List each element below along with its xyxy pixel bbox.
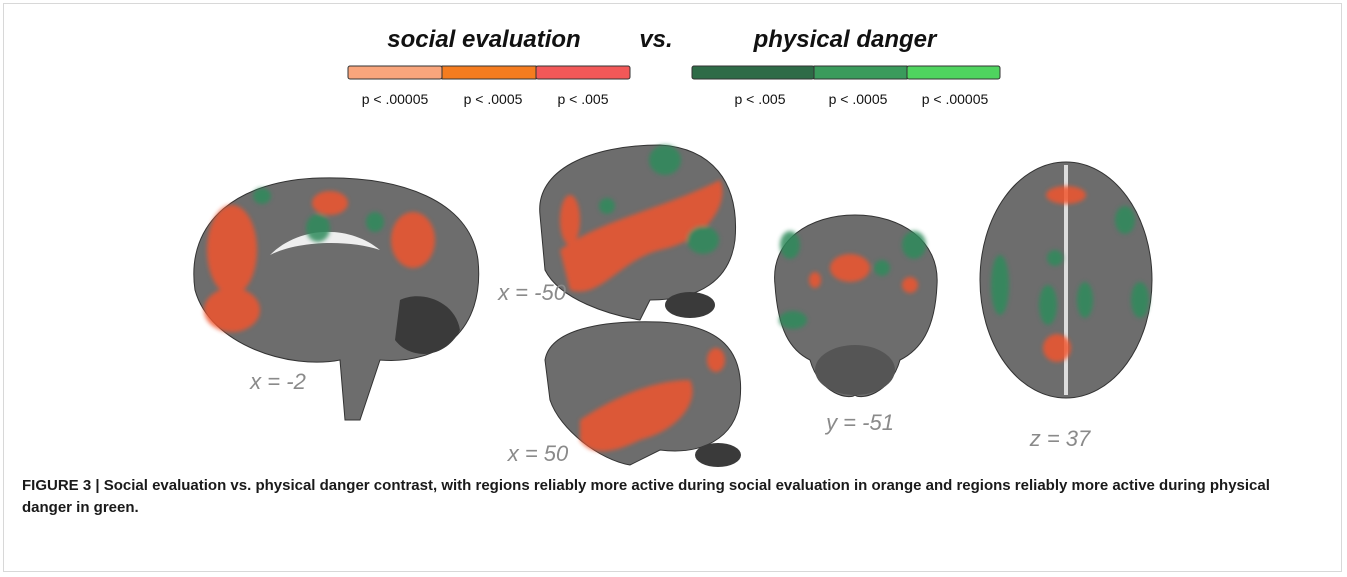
threshold-label: p < .005 xyxy=(735,91,786,107)
brain-slice xyxy=(540,145,736,320)
threshold-label: p < .005 xyxy=(558,91,609,107)
legend-vs: vs. xyxy=(639,26,672,53)
threshold-label: p < .0005 xyxy=(829,91,888,107)
figure: social evaluation vs. physical danger p … xyxy=(0,0,1347,470)
threshold-label: p < .0005 xyxy=(464,91,523,107)
slice-label: y = -51 xyxy=(824,410,894,435)
brain-slice xyxy=(194,178,479,420)
slice-label: z = 37 xyxy=(1029,426,1091,451)
slice-label: x = -2 xyxy=(249,369,306,394)
legend-title: physical danger xyxy=(753,26,938,53)
slice-label: x = 50 xyxy=(507,441,569,466)
slice-label: x = -50 xyxy=(497,280,567,305)
brain-slice xyxy=(980,162,1152,398)
threshold-label: p < .00005 xyxy=(922,91,989,107)
figure-caption: FIGURE 3 | Social evaluation vs. physica… xyxy=(22,475,1322,519)
threshold-label: p < .00005 xyxy=(362,91,429,107)
brain-slice xyxy=(775,215,938,397)
brain-slice xyxy=(545,322,741,467)
legend-title: social evaluation xyxy=(387,26,580,53)
color-bar xyxy=(348,66,1000,79)
